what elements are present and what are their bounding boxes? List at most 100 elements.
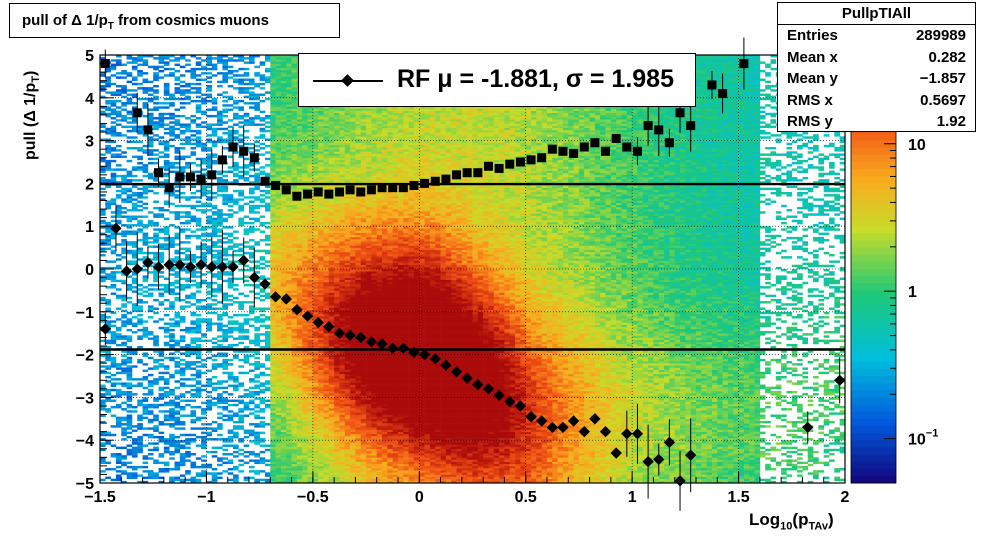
heatmap-cell: [158, 213, 165, 216]
heatmap-cell: [131, 206, 138, 210]
heatmap-cell: [190, 296, 197, 300]
heatmap-cell: [307, 459, 314, 462]
heatmap-cell: [211, 108, 218, 111]
heatmap-cell: [211, 144, 218, 148]
heatmap-cell: [286, 331, 292, 334]
heatmap-cell: [291, 97, 298, 101]
heatmap-cell: [249, 324, 255, 328]
heatmap-cell: [296, 438, 303, 441]
heatmap-cell: [121, 273, 127, 276]
heatmap-cell: [137, 147, 143, 150]
heatmap-cell: [280, 159, 287, 163]
heatmap-cell: [312, 450, 319, 454]
heatmap-cell: [302, 309, 308, 313]
heatmap-cell: [195, 307, 202, 310]
heatmap-cell: [318, 352, 324, 355]
heatmap-cell: [131, 140, 138, 144]
heatmap-cell: [291, 331, 298, 334]
heatmap-cell: [270, 326, 276, 330]
heatmap-cell: [270, 97, 276, 101]
heatmap-cell: [286, 82, 292, 86]
heatmap-cell: [158, 358, 165, 362]
heatmap-cell: [238, 80, 244, 84]
heatmap-cell: [233, 326, 239, 330]
heatmap-cell: [115, 106, 122, 109]
heatmap-cell: [206, 431, 213, 435]
heatmap-cell: [131, 198, 138, 201]
heatmap-cell: [100, 316, 106, 319]
heatmap-cell: [131, 243, 138, 246]
heatmap-cell: [318, 275, 324, 278]
heatmap-cell: [291, 333, 298, 336]
heatmap-cell: [190, 313, 197, 317]
heatmap-cell: [280, 176, 287, 180]
heatmap-cell: [280, 318, 287, 321]
heatmap-cell: [137, 382, 143, 385]
heatmap-cell: [323, 350, 330, 353]
heatmap-cell: [312, 157, 319, 161]
heatmap-cell: [270, 196, 276, 199]
heatmap-cell: [206, 245, 213, 248]
heatmap-cell: [302, 185, 308, 188]
heatmap-cell: [163, 209, 170, 212]
heatmap-cell: [153, 288, 159, 291]
heatmap-cell: [211, 213, 218, 216]
heatmap-cell: [174, 155, 181, 159]
heatmap-cell: [100, 266, 106, 270]
heatmap-cell: [131, 249, 138, 253]
heatmap-cell: [163, 149, 170, 152]
heatmap-cell: [201, 410, 207, 413]
heatmap-cell: [169, 433, 175, 437]
heatmap-cell: [280, 65, 287, 69]
heatmap-cell: [174, 166, 181, 169]
heatmap-cell: [185, 117, 191, 120]
heatmap-cell: [126, 93, 133, 96]
heatmap-cell: [243, 350, 250, 353]
heatmap-cell: [302, 425, 308, 428]
heatmap-cell: [296, 176, 303, 180]
heatmap-cell: [280, 384, 287, 387]
heatmap-cell: [153, 121, 159, 124]
heatmap-cell: [270, 104, 276, 107]
heatmap-cell: [270, 397, 276, 400]
heatmap-cell: [217, 249, 223, 253]
heatmap-cell: [291, 254, 298, 257]
heatmap-cell: [163, 247, 170, 251]
heatmap-cell: [211, 367, 218, 370]
heatmap-cell: [238, 313, 244, 317]
heatmap-cell: [286, 155, 292, 159]
heatmap-cell: [264, 57, 271, 60]
heatmap-cell: [259, 277, 266, 280]
heatmap-cell: [259, 382, 266, 385]
heatmap-cell: [158, 112, 165, 116]
heatmap-cell: [286, 403, 292, 407]
heatmap-cell: [147, 331, 154, 334]
heatmap-cell: [227, 429, 234, 432]
heatmap-cell: [147, 172, 154, 176]
heatmap-cell: [312, 269, 319, 272]
heatmap-cell: [163, 322, 170, 325]
heatmap-cell: [211, 162, 218, 165]
heatmap-cell: [302, 211, 308, 214]
heatmap-cell: [318, 226, 324, 229]
heatmap-cell: [312, 247, 319, 251]
heatmap-cell: [163, 277, 170, 280]
heatmap-cell: [296, 271, 303, 274]
heatmap-cell: [302, 213, 308, 216]
heatmap-cell: [131, 202, 138, 206]
heatmap-cell: [307, 403, 314, 407]
heatmap-cell: [296, 444, 303, 447]
heatmap-cell: [296, 472, 303, 475]
heatmap-cell: [100, 112, 106, 116]
heatmap-cell: [307, 350, 314, 353]
heatmap-cell: [286, 358, 292, 362]
heatmap-cell: [280, 401, 287, 405]
heatmap-cell: [318, 241, 324, 244]
heatmap-cell: [286, 408, 292, 411]
heatmap-cell: [100, 106, 106, 109]
heatmap-cell: [286, 324, 292, 328]
heatmap-cell: [302, 480, 308, 484]
heatmap-cell: [270, 277, 276, 280]
heatmap-cell: [179, 93, 186, 96]
heatmap-cell: [275, 166, 282, 169]
